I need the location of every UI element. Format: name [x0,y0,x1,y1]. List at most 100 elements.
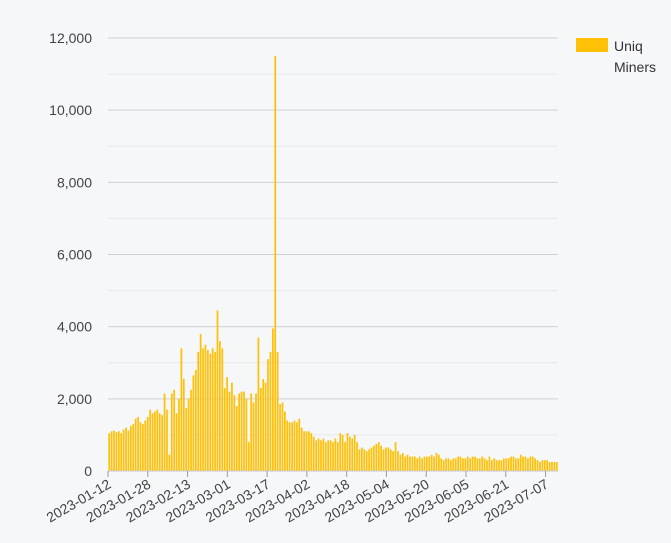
bar [515,458,517,471]
bar [197,351,200,471]
bar [233,395,236,471]
bar [305,431,308,471]
bar [310,433,313,471]
bar [488,456,491,471]
bar [168,454,171,471]
bar [464,458,467,471]
bar [231,382,233,471]
bar [459,456,462,471]
bar [149,409,151,471]
bar [466,456,469,471]
bar [512,456,515,471]
bar [327,440,330,471]
bar [204,344,207,471]
bar [132,424,135,471]
legend-label: Uniq Miners [614,38,657,75]
bar [185,407,188,471]
y-tick-label: 4,000 [57,319,92,335]
bar [264,382,267,471]
bar [209,353,212,471]
bar [539,461,541,471]
bar [346,433,349,471]
bar [267,359,269,471]
bar [329,440,332,471]
bar [156,409,159,471]
bar [144,420,147,471]
bar [368,449,370,471]
bar [413,456,416,471]
bar [139,422,142,471]
bar [442,460,445,471]
bar [293,420,296,471]
bar [531,456,534,471]
bar [161,415,164,471]
bar [312,436,315,471]
bar [125,427,127,471]
bar [235,406,238,471]
bar [409,456,411,471]
bar [505,458,508,471]
bar [175,413,178,471]
bar [158,413,161,471]
bar [238,393,241,471]
bar [411,456,414,471]
bar [471,456,474,471]
bar [245,398,248,471]
bar [375,443,378,471]
bar [180,348,183,471]
bar [291,422,293,471]
bar [211,348,214,471]
bar [315,440,318,471]
bar [190,389,192,471]
bar [527,458,529,471]
bar [370,447,373,471]
bar [320,440,322,471]
bar [173,389,176,471]
bar [240,391,243,471]
bar [279,404,281,471]
bar [288,422,291,471]
bar [507,458,510,471]
bar [194,369,197,471]
bar [481,456,484,471]
bar [546,460,549,471]
bar [296,422,298,471]
bar [536,460,539,471]
bar [286,420,289,471]
bar [534,458,537,471]
y-tick-label: 8,000 [57,174,92,190]
bar [146,416,149,471]
bar [356,442,358,471]
bar [502,458,505,471]
bar [423,456,426,471]
bar [250,393,253,471]
bar [529,456,532,471]
bar [418,456,421,471]
bar [122,429,125,471]
bar [262,378,265,471]
y-tick-label: 12,000 [49,30,92,46]
bar [385,447,387,471]
bar [452,458,455,471]
bar [495,460,498,471]
bar [344,442,346,471]
bar [192,375,195,471]
bar [445,458,447,471]
legend[interactable]: Uniq Miners [576,36,671,78]
bar [317,438,320,471]
bar [223,388,226,471]
bar [151,413,154,471]
bar [361,447,363,471]
bar [392,451,395,471]
bar [129,425,132,471]
bar [113,430,115,471]
bar [363,449,366,471]
bar [259,388,262,471]
bar [519,454,522,471]
bar [308,431,310,471]
bar [373,445,375,471]
bar [336,442,339,471]
bar [271,328,274,471]
bar [440,458,443,471]
